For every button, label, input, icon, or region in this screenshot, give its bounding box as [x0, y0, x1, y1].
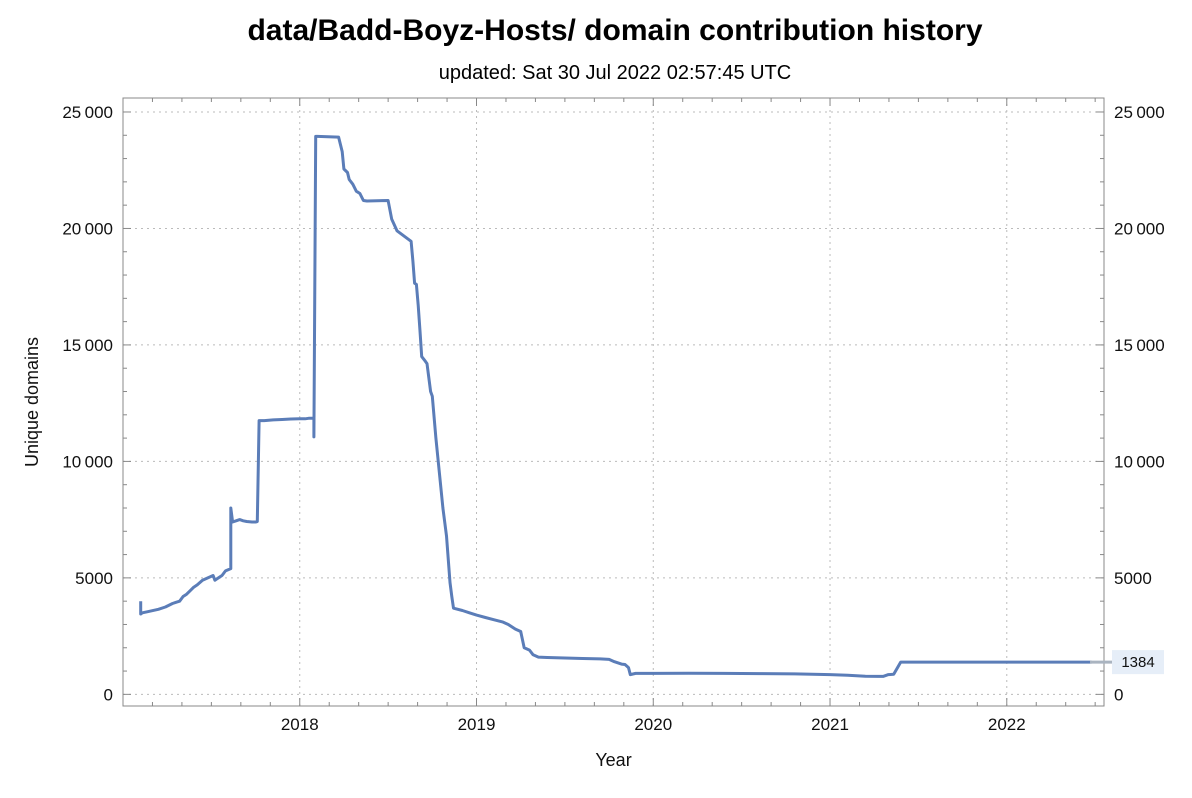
- x-tick-label: 2018: [281, 715, 319, 734]
- end-value-label: 1384: [1121, 654, 1154, 671]
- y-tick-label-left: 10 000: [62, 452, 113, 471]
- plot-frame: [122, 97, 1105, 707]
- x-tick-label: 2020: [634, 715, 672, 734]
- y-tick-label-left: 5000: [75, 569, 113, 588]
- axis-ticks: [122, 98, 1104, 706]
- end-value-box: [1112, 650, 1164, 675]
- grid-lines: [123, 98, 1104, 706]
- y-tick-label-right: 20 000: [1114, 219, 1165, 238]
- chart-subtitle: updated: Sat 30 Jul 2022 02:57:45 UTC: [438, 62, 792, 84]
- y-tick-label-left: 0: [104, 685, 113, 704]
- y-tick-label-right: 5000: [1114, 569, 1152, 588]
- tick-labels: 2018 2019 2020 2021 2022 0 0 5000 5000 10 000 10 0…: [62, 103, 1164, 734]
- end-value-marker: 1384: [1090, 650, 1164, 675]
- y-axis-label: Unique domains: [22, 337, 42, 467]
- x-tick-label: 2022: [988, 715, 1026, 734]
- x-axis-label: Year: [595, 750, 631, 770]
- series-line: [139, 134, 1092, 678]
- y-tick-label-right: 25 000: [1114, 103, 1165, 122]
- y-tick-label-right: 15 000: [1114, 336, 1165, 355]
- y-tick-label-left: 20 000: [62, 219, 113, 238]
- y-tick-label-left: 25 000: [62, 103, 113, 122]
- y-tick-label-right: 10 000: [1114, 452, 1165, 471]
- y-tick-label-left: 15 000: [62, 336, 113, 355]
- x-tick-label: 2019: [458, 715, 496, 734]
- x-tick-label: 2021: [811, 715, 849, 734]
- y-tick-label-right: 0: [1114, 685, 1123, 704]
- chart-title: data/Badd-Boyz-Hosts/ domain contributio…: [247, 14, 983, 47]
